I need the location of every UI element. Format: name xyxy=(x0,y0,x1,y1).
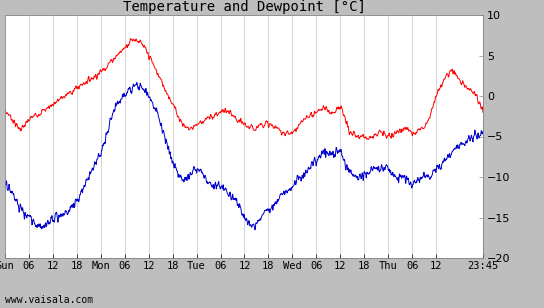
Text: www.vaisala.com: www.vaisala.com xyxy=(5,295,93,305)
Title: Temperature and Dewpoint [°C]: Temperature and Dewpoint [°C] xyxy=(122,0,366,14)
